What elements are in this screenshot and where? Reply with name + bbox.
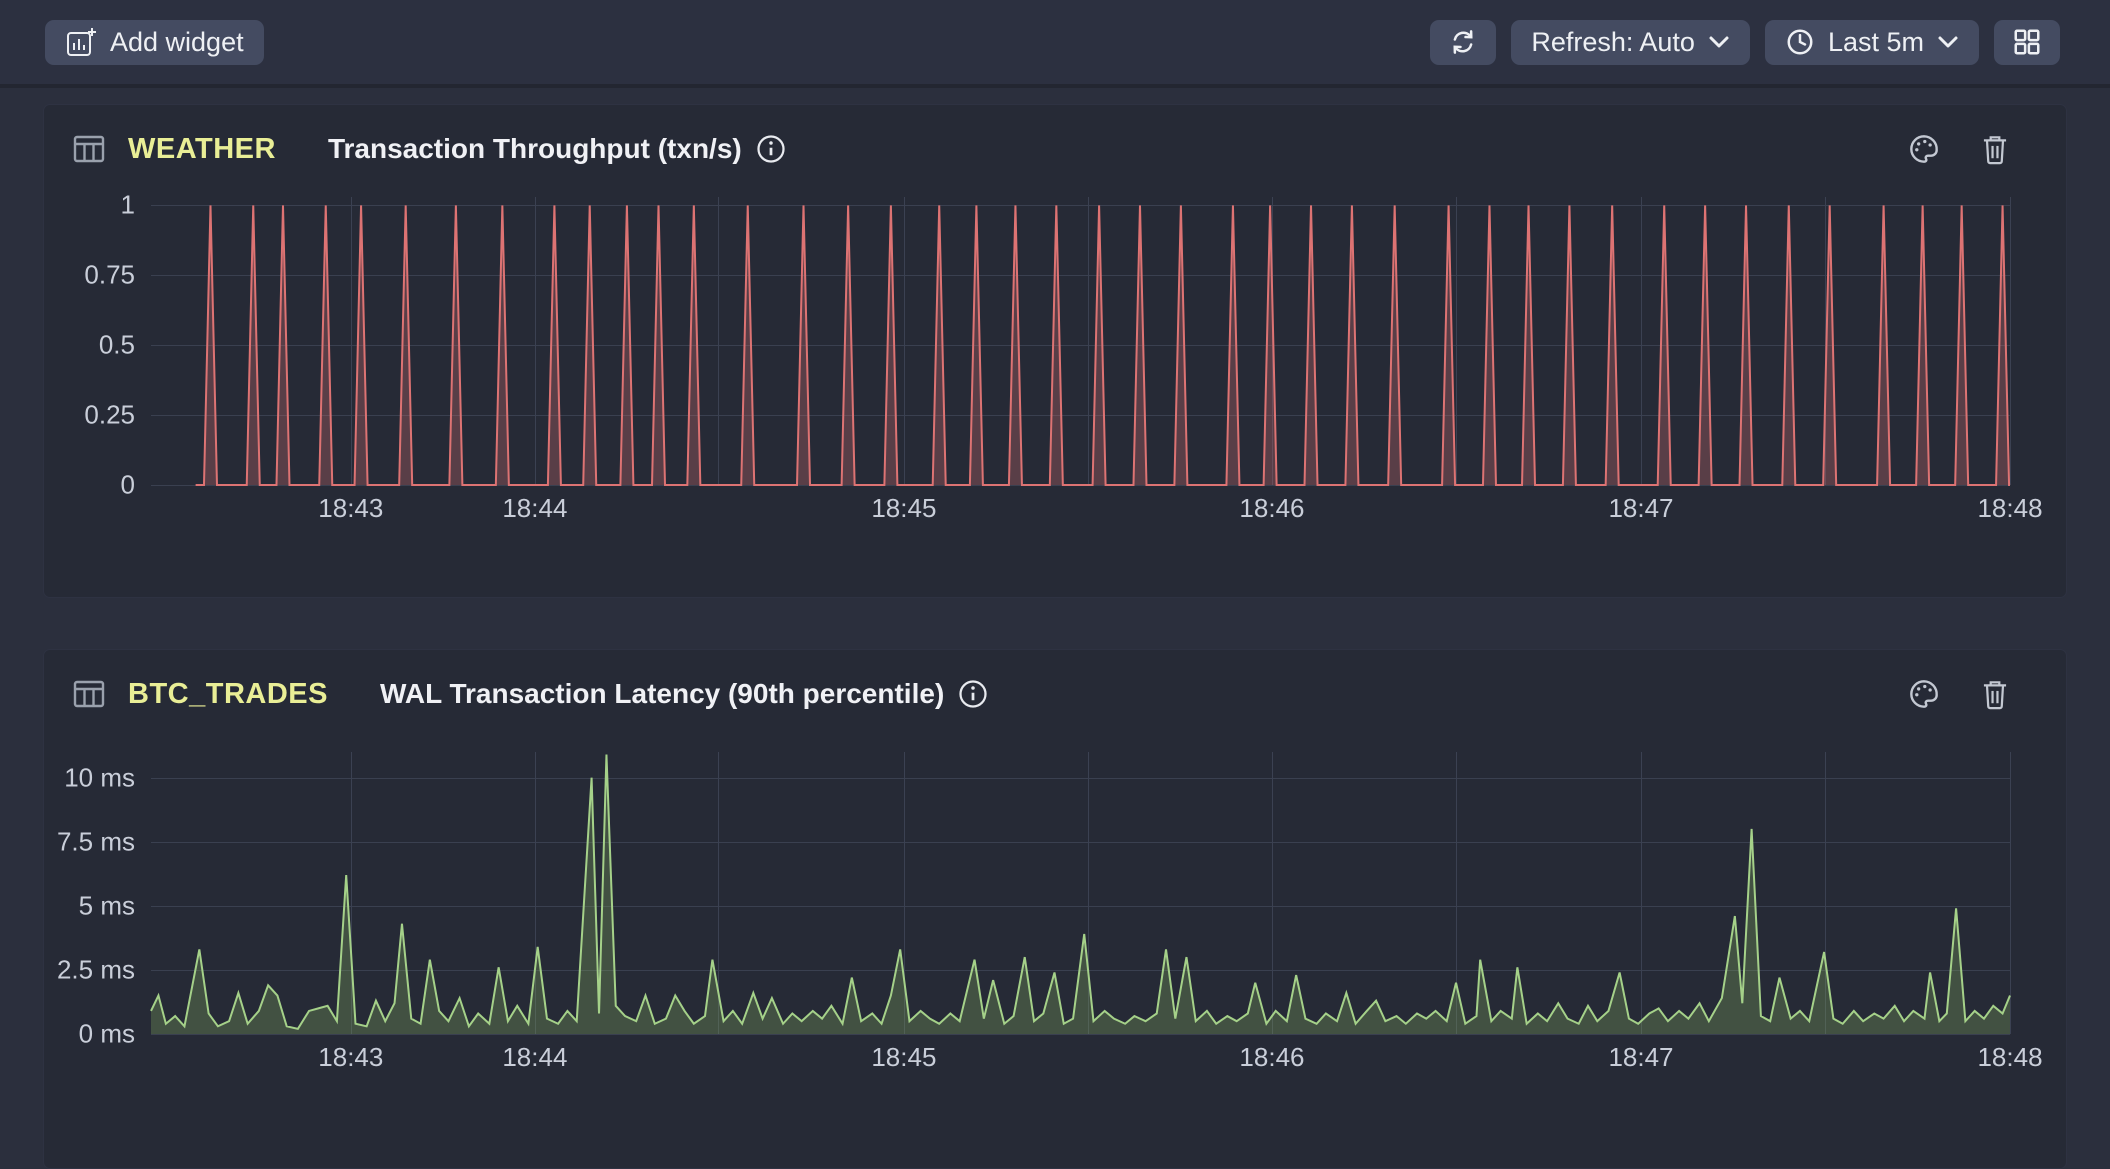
add-widget-label: Add widget xyxy=(110,26,244,57)
toolbar-right-group: Refresh: Auto Last 5m xyxy=(1430,19,2060,65)
x-tick-label: 18:45 xyxy=(871,493,937,523)
plot-area[interactable] xyxy=(151,752,2011,1035)
v-gridline xyxy=(1825,752,1827,1034)
layout-grid-button[interactable] xyxy=(1994,19,2060,65)
y-tick-label: 2.5 ms xyxy=(56,954,135,985)
v-gridline xyxy=(2010,752,2011,1034)
y-tick-label: 0.75 xyxy=(84,259,135,290)
table-icon[interactable] xyxy=(72,678,106,710)
v-gridline xyxy=(1825,197,1827,485)
table-icon[interactable] xyxy=(72,133,106,165)
x-tick-label: 18:43 xyxy=(318,1042,384,1072)
widget-title: WAL Transaction Latency (90th percentile… xyxy=(379,678,945,709)
refresh-icon xyxy=(1448,27,1478,57)
y-tick-label: 1 xyxy=(120,189,135,220)
y-tick-label: 0.5 xyxy=(98,329,135,360)
v-gridline xyxy=(534,197,536,485)
h-gridline xyxy=(151,205,2010,207)
plot-area[interactable] xyxy=(151,197,2011,486)
widget-header: WEATHER Transaction Throughput (txn/s) xyxy=(72,125,2010,173)
v-gridline xyxy=(350,752,352,1034)
y-tick-label: 0 ms xyxy=(78,1018,135,1049)
y-tick-label: 0.25 xyxy=(84,399,135,430)
x-tick-label: 18:47 xyxy=(1608,493,1674,523)
time-range-dropdown[interactable]: Last 5m xyxy=(1764,19,1979,65)
widget-throughput: WEATHER Transaction Throughput (txn/s) xyxy=(43,104,2067,598)
clock-icon xyxy=(1785,27,1815,57)
info-icon[interactable] xyxy=(958,679,988,709)
chart-latency: 10 ms 7.5 ms 5 ms 2.5 ms 0 ms xyxy=(57,752,2011,1049)
y-tick-label: 10 ms xyxy=(64,762,135,793)
chart-throughput: 1 0.75 0.5 0.25 0 xyxy=(72,190,2011,500)
h-gridline xyxy=(151,275,2010,277)
x-tick-label: 18:44 xyxy=(502,493,568,523)
y-tick-label: 0 xyxy=(120,469,135,500)
series-line xyxy=(196,205,2010,485)
v-gridline xyxy=(1087,752,1089,1034)
v-gridline xyxy=(534,752,536,1034)
series-line xyxy=(151,755,2010,1029)
widget-header: BTC_TRADES WAL Transaction Latency (90th… xyxy=(72,670,2010,718)
v-gridline xyxy=(903,752,905,1034)
h-gridline xyxy=(151,905,2010,907)
x-tick-label: 18:44 xyxy=(502,1042,568,1072)
widget-title: Transaction Throughput (txn/s) xyxy=(327,133,742,164)
v-gridline xyxy=(1456,752,1458,1034)
v-gridline xyxy=(350,197,352,485)
refresh-mode-dropdown[interactable]: Refresh: Auto xyxy=(1511,19,1750,65)
toolbar: Add widget Refresh: Auto xyxy=(0,0,2110,88)
v-gridline xyxy=(1271,752,1273,1034)
trash-icon[interactable] xyxy=(1980,133,2010,165)
v-gridline xyxy=(1640,752,1642,1034)
v-gridline xyxy=(717,197,719,485)
add-widget-icon xyxy=(65,26,97,58)
chevron-down-icon xyxy=(1708,35,1730,50)
info-icon[interactable] xyxy=(756,134,786,164)
v-gridline xyxy=(2010,197,2011,485)
y-tick-label: 7.5 ms xyxy=(56,826,135,857)
palette-icon[interactable] xyxy=(1908,678,1940,710)
x-tick-label: 18:43 xyxy=(318,493,384,523)
v-gridline xyxy=(717,752,719,1034)
y-axis: 1 0.75 0.5 0.25 0 xyxy=(72,190,151,500)
refresh-mode-label: Refresh: Auto xyxy=(1531,26,1695,57)
v-gridline xyxy=(1640,197,1642,485)
h-gridline xyxy=(151,345,2010,347)
h-gridline xyxy=(151,415,2010,417)
x-tick-label: 18:47 xyxy=(1608,1042,1674,1072)
trash-icon[interactable] xyxy=(1980,678,2010,710)
x-tick-label: 18:46 xyxy=(1239,493,1305,523)
palette-icon[interactable] xyxy=(1908,133,1940,165)
x-tick-label: 18:48 xyxy=(1977,1042,2043,1072)
add-widget-button[interactable]: Add widget xyxy=(45,19,264,65)
h-gridline xyxy=(151,1034,2010,1035)
x-tick-label: 18:45 xyxy=(871,1042,937,1072)
series-area xyxy=(195,205,2011,485)
h-gridline xyxy=(151,777,2010,779)
series-area xyxy=(151,754,2010,1034)
widget-source-label: WEATHER xyxy=(128,132,276,165)
v-gridline xyxy=(1087,197,1089,485)
y-tick-label: 5 ms xyxy=(78,890,135,921)
x-axis: 18:43 18:44 18:45 18:46 18:47 18:48 xyxy=(151,1038,2042,1080)
x-tick-label: 18:46 xyxy=(1239,1042,1305,1072)
refresh-button[interactable] xyxy=(1430,19,1497,65)
widget-source-label: BTC_TRADES xyxy=(128,677,328,710)
series-svg xyxy=(151,752,2010,1034)
series-svg xyxy=(195,197,2011,485)
chevron-down-icon xyxy=(1937,35,1959,50)
widget-latency: BTC_TRADES WAL Transaction Latency (90th… xyxy=(43,649,2067,1169)
v-gridline xyxy=(903,197,905,485)
y-axis: 10 ms 7.5 ms 5 ms 2.5 ms 0 ms xyxy=(57,752,151,1048)
x-tick-label: 18:48 xyxy=(1977,493,2043,523)
h-gridline xyxy=(151,969,2010,971)
time-range-label: Last 5m xyxy=(1827,26,1924,57)
h-gridline xyxy=(151,841,2010,843)
v-gridline xyxy=(1456,197,1458,485)
grid-layout-icon xyxy=(2012,27,2042,57)
x-axis: 18:43 18:44 18:45 18:46 18:47 18:48 xyxy=(151,489,2042,531)
